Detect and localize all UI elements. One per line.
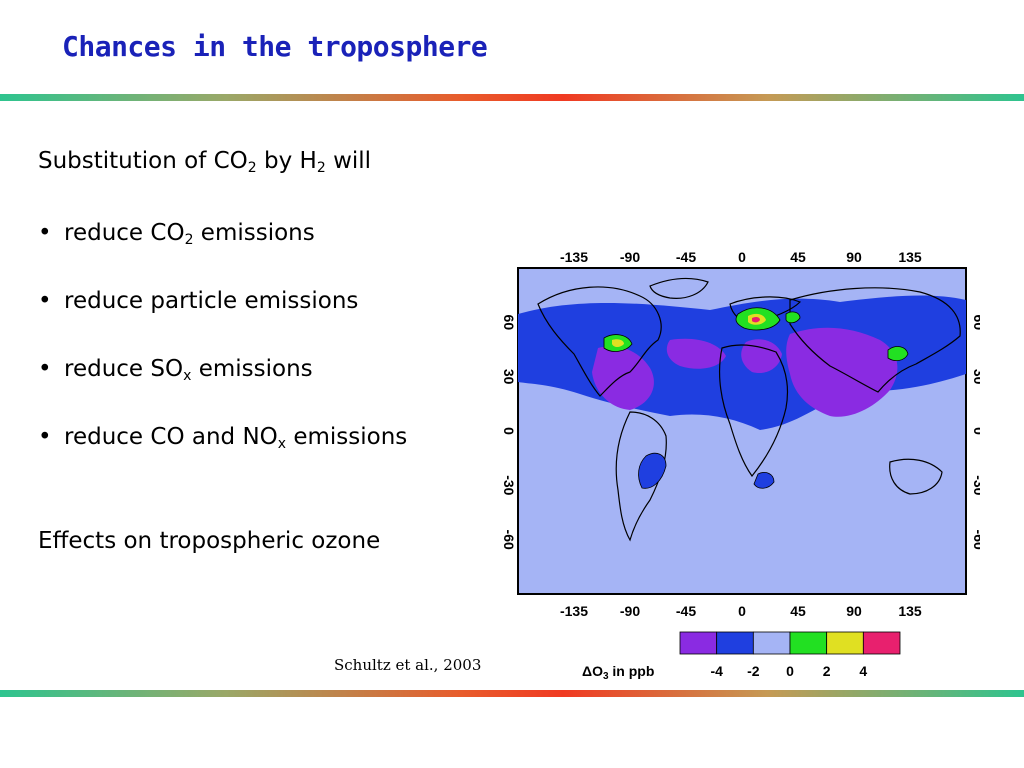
purple-region-asia: [741, 339, 782, 374]
legend-swatch: [716, 631, 754, 655]
yellow-spot-northamerica: [612, 339, 624, 347]
lon-tick-label: 0: [738, 603, 746, 619]
lat-tick-label: -30: [501, 475, 517, 495]
ozone-map-figure: -135 -90 -45 0 45 90 135 60 30 0 -30 -60 60 30 0 -30 -…: [490, 244, 987, 694]
lat-ticks-left: 60 30 0 -30 -60: [501, 315, 517, 550]
lon-tick-label: 45: [790, 249, 806, 265]
lat-tick-label: 0: [971, 427, 980, 435]
lat-tick-label: 30: [501, 369, 517, 385]
lon-tick-label: 135: [898, 603, 922, 619]
lat-tick-label: -60: [501, 530, 517, 550]
lat-ticks-right: 60 30 0 -30 -60: [971, 315, 987, 550]
southern-decrease-patch-africa: [753, 472, 775, 489]
bottom-divider: [0, 690, 1024, 697]
bullet-item: • reduce CO and NOx emissions: [38, 424, 408, 452]
legend-tick-label: 0: [786, 663, 794, 679]
legend-tick-label: -4: [710, 663, 723, 679]
legend-tick-label: 4: [859, 663, 867, 679]
bullet-item: • reduce particle emissions: [38, 288, 359, 314]
legend-swatch: [862, 631, 901, 655]
lon-tick-label: 135: [898, 249, 922, 265]
coastlines: [537, 277, 961, 542]
legend-tick-label: 2: [823, 663, 831, 679]
southern-decrease-patch-southamerica: [638, 452, 667, 489]
lon-tick-label: -45: [676, 603, 696, 619]
bullet-item: • reduce CO2 emissions: [38, 220, 315, 248]
lon-tick-label: 0: [738, 249, 746, 265]
legend-bar: [679, 631, 901, 655]
closing-line: Effects on tropospheric ozone: [38, 528, 381, 554]
bullet-item: • reduce SOx emissions: [38, 356, 313, 384]
lat-tick-label: -60: [971, 530, 980, 550]
top-divider: [0, 94, 1024, 101]
lon-tick-label: 90: [846, 603, 862, 619]
lat-tick-label: -30: [971, 475, 980, 495]
legend-swatch: [679, 631, 718, 655]
ozone-map: -135 -90 -45 0 45 90 135 60 30 0 -30 -60 60 30 0 -30 -…: [501, 249, 987, 682]
lon-ticks-top: -135 -90 -45 0 45 90 135: [560, 249, 922, 265]
legend-tick-label: -2: [747, 663, 760, 679]
lon-tick-label: -45: [676, 249, 696, 265]
lon-ticks-bottom: -135 -90 -45 0 45 90 135: [560, 603, 922, 619]
lat-tick-label: 60: [971, 315, 980, 331]
lon-tick-label: -135: [560, 249, 588, 265]
legend-label: ΔO3 in ppb: [582, 663, 654, 682]
lon-tick-label: -90: [620, 603, 640, 619]
green-spot-asia: [887, 346, 909, 362]
legend-ticks: -4 -2 0 2 4: [710, 663, 867, 679]
red-spot-europe: [752, 316, 760, 323]
lon-tick-label: -90: [620, 249, 640, 265]
intro-line: Substitution of CO2 by H2 will: [38, 148, 372, 176]
lon-tick-label: 90: [846, 249, 862, 265]
slide-title: Chances in the troposphere: [62, 30, 488, 63]
legend-swatch: [752, 631, 791, 655]
green-spot-east: [785, 311, 801, 324]
lat-tick-label: 60: [501, 315, 517, 331]
lat-tick-label: 0: [501, 427, 517, 435]
lon-tick-label: -135: [560, 603, 588, 619]
legend-swatch: [826, 631, 864, 655]
legend-swatch: [789, 631, 828, 655]
purple-region-atlantic: [666, 338, 726, 369]
lat-tick-label: 30: [971, 369, 980, 385]
citation: Schultz et al., 2003: [334, 656, 482, 674]
lon-tick-label: 45: [790, 603, 806, 619]
